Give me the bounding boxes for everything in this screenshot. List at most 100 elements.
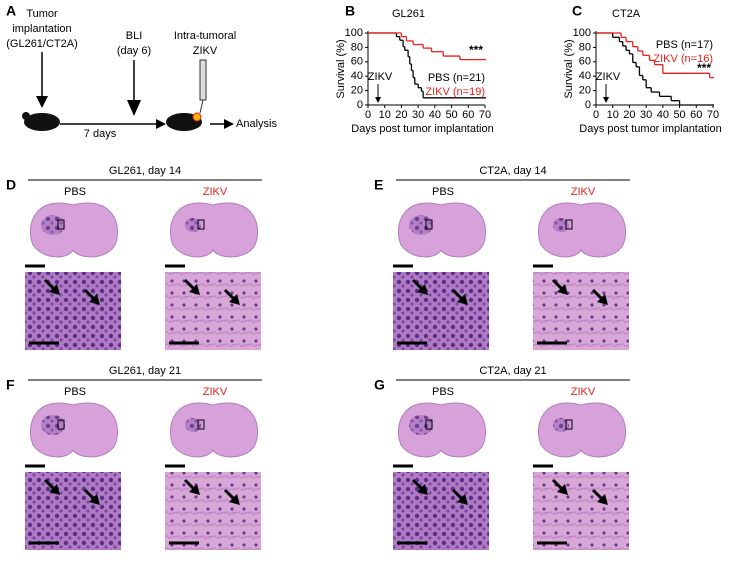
mouse-ear [22, 112, 30, 120]
group-label: ZIKV [203, 386, 228, 398]
chart-title: GL261 [392, 8, 425, 20]
x-tick-label: 10 [607, 109, 619, 121]
label: (day 6) [117, 45, 151, 57]
micrograph [393, 472, 489, 550]
x-tick-label: 10 [379, 109, 391, 121]
arrow-head [229, 294, 240, 305]
mouse [24, 113, 60, 131]
x-axis-label: Days post tumor implantation [579, 123, 721, 135]
arrow-head [49, 484, 60, 495]
micrograph [165, 272, 261, 350]
brain-section [537, 402, 627, 458]
syringe [199, 59, 207, 101]
arrow-head [89, 494, 100, 505]
x-tick-label: 0 [593, 109, 599, 121]
arrow-head [89, 294, 100, 305]
brain-section [537, 202, 627, 258]
x-tick-label: 50 [445, 109, 457, 121]
significance: *** [697, 61, 711, 75]
label: Intra-tumoral [174, 30, 236, 42]
group-label: PBS [432, 186, 454, 198]
x-tick-label: 20 [623, 109, 635, 121]
arrow-head [557, 284, 568, 295]
x-tick-label: 60 [462, 109, 474, 121]
y-tick-label: 60 [351, 56, 363, 68]
legend-entry: PBS (n=17) [656, 39, 713, 51]
micrograph [533, 472, 629, 550]
arrow-head [189, 484, 200, 495]
label: BLI [126, 30, 143, 42]
y-tick-label: 60 [579, 56, 591, 68]
label: Tumor [26, 8, 58, 20]
label: ZIKV [193, 45, 218, 57]
panel-label: G [374, 377, 385, 393]
panel-title: CT2A, day 21 [479, 365, 546, 377]
annotation: ZIKV [596, 71, 621, 83]
x-tick-label: 70 [707, 109, 719, 121]
zoom-box [197, 419, 205, 430]
y-tick-label: 20 [351, 85, 363, 97]
micrograph [533, 272, 629, 350]
tumor-region [185, 418, 201, 432]
y-tick-label: 40 [351, 70, 363, 82]
arrow-head [127, 100, 141, 116]
tumor-region [41, 215, 65, 235]
panel-label: A [6, 3, 16, 19]
y-tick-label: 80 [579, 41, 591, 53]
zoom-box [57, 219, 65, 230]
chart-title: CT2A [612, 8, 641, 20]
x-tick-label: 60 [690, 109, 702, 121]
zoom-box [57, 419, 65, 430]
arrow-head [156, 119, 166, 129]
legend-entry: ZIKV (n=19) [425, 86, 485, 98]
arrow-head [49, 284, 60, 295]
group-label: ZIKV [571, 386, 596, 398]
brain-section [169, 402, 259, 458]
injection-site [192, 112, 202, 122]
group-label: ZIKV [571, 186, 596, 198]
group-label: PBS [432, 386, 454, 398]
tumor-region [409, 415, 433, 435]
y-tick-label: 100 [345, 27, 363, 39]
group-label: ZIKV [203, 186, 228, 198]
annotation-arrow-head [603, 97, 610, 103]
micrograph [393, 272, 489, 350]
micrograph [165, 472, 261, 550]
y-axis-label: Survival (%) [563, 39, 575, 98]
arrow-head [597, 494, 608, 505]
panel-a: A Tumor implantation (GL261/CT2A) BLI (d… [6, 3, 277, 140]
zoom-box [565, 419, 573, 430]
x-tick-label: 30 [412, 109, 424, 121]
panel-title: GL261, day 14 [109, 165, 181, 177]
panel-label: F [6, 377, 15, 393]
tumor-region [41, 415, 65, 435]
brain-section [169, 202, 259, 258]
arrow-head [417, 484, 428, 495]
arrow-head [417, 284, 428, 295]
x-tick-label: 50 [673, 109, 685, 121]
zoom-box [425, 419, 433, 430]
arrow-head [597, 294, 608, 305]
micrograph [25, 472, 121, 550]
panel-title: CT2A, day 14 [479, 165, 546, 177]
arrow-head [229, 494, 240, 505]
arrow-head [189, 284, 200, 295]
label: 7 days [84, 128, 117, 140]
x-tick-label: 40 [657, 109, 669, 121]
x-axis-label: Days post tumor implantation [351, 123, 493, 135]
x-tick-label: 70 [479, 109, 491, 121]
tumor-region [409, 215, 433, 235]
y-tick-label: 100 [573, 27, 591, 39]
x-tick-label: 40 [429, 109, 441, 121]
legend-entry: ZIKV (n=16) [653, 53, 713, 65]
annotation: ZIKV [368, 71, 393, 83]
tumor-region [185, 218, 201, 232]
group-label: PBS [64, 186, 86, 198]
y-tick-label: 0 [357, 99, 363, 111]
zoom-box [565, 219, 573, 230]
zoom-box [425, 219, 433, 230]
panel-label: E [374, 177, 383, 193]
x-tick-label: 0 [365, 109, 371, 121]
zoom-box [197, 219, 205, 230]
